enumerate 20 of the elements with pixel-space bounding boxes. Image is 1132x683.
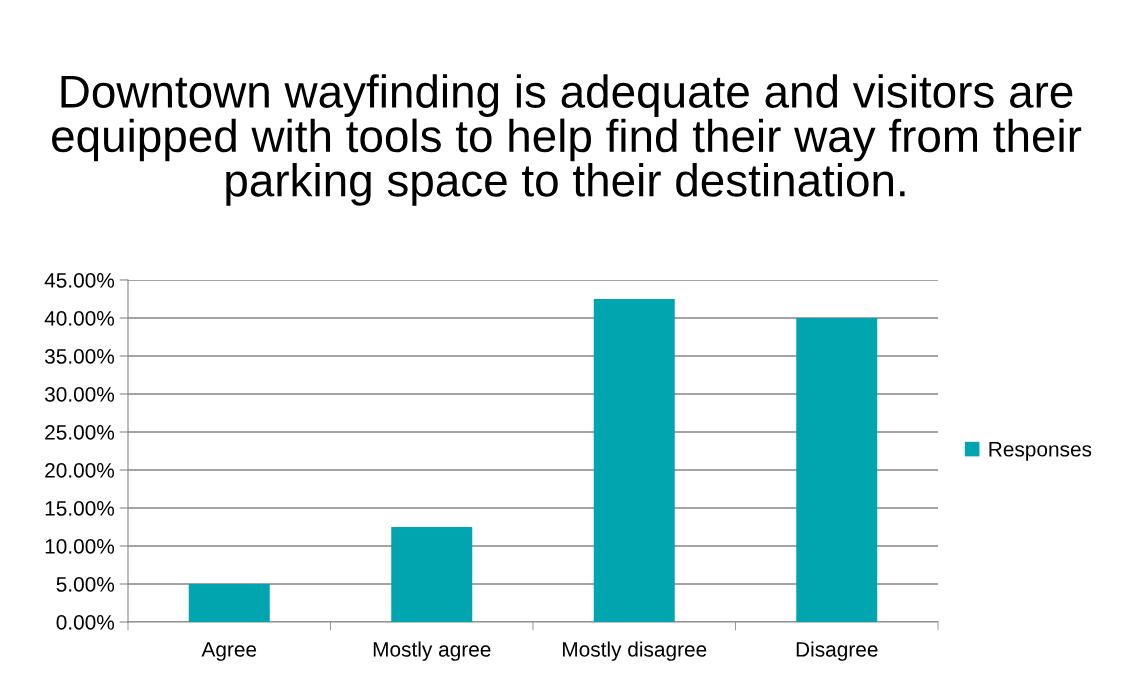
y-tick-label: 0.00% [56,615,115,630]
y-tick-label: 30.00% [44,387,115,402]
bar [796,318,878,622]
x-tick-label: Agree [201,642,257,661]
bar [593,299,675,622]
y-tick-label: 10.00% [45,539,115,554]
x-tick-label: Disagree [796,641,878,661]
y-tick-label: 25.00% [45,425,115,440]
legend-label: Responses [989,442,1092,461]
chart-title: Downtown wayfinding is adequate and visitors are equipped with tools to help find their way from their parking space to their destination. [52,74,1082,206]
y-tick-label: 5.00% [56,577,115,592]
x-tick-label: Mostly agree [373,641,491,661]
x-tick-label: Mostly disagree [563,641,707,661]
y-tick-label: 20.00% [45,463,115,478]
bar [188,584,270,622]
y-tick-label: 40.00% [44,311,115,326]
bar [391,527,473,622]
y-tick-label: 15.00% [45,501,115,516]
y-tick-label: 45.00% [44,273,115,288]
y-tick-label: 35.00% [44,349,115,364]
